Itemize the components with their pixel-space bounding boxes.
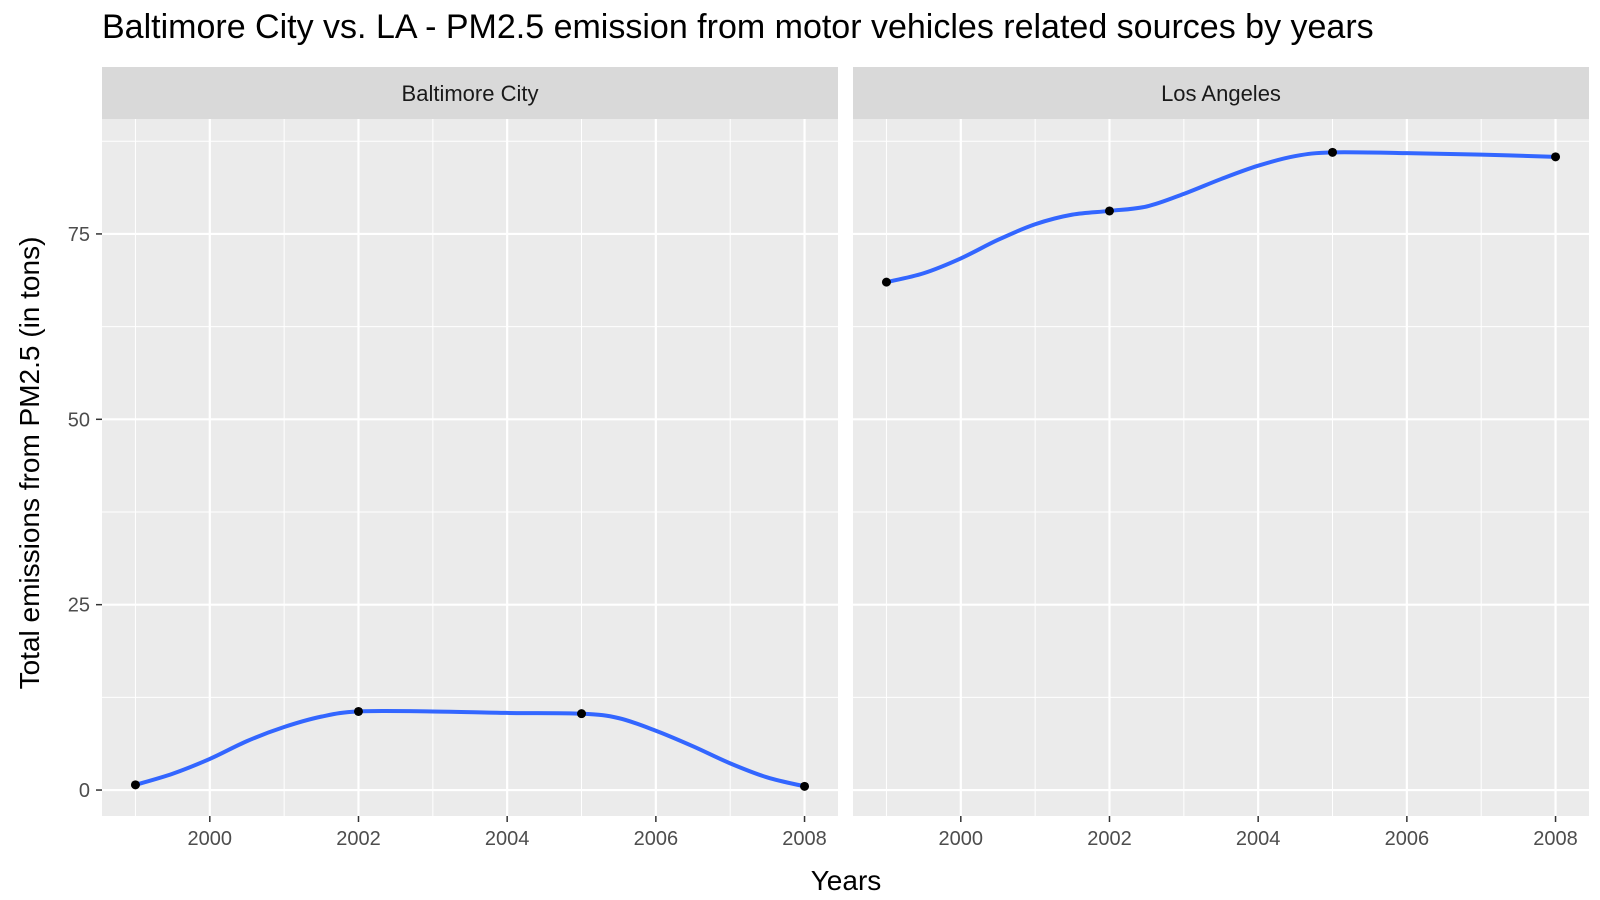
- y-tick-label: 0: [79, 780, 90, 802]
- facet-panels: Baltimore City 2000 2002 2004 2006 2008 0 25 50 7…: [68, 67, 1589, 850]
- y-tick-label: 75: [68, 224, 90, 246]
- panel-background: [102, 119, 838, 816]
- x-tick-label: 2002: [1087, 828, 1132, 850]
- x-tick-label: 2006: [634, 828, 679, 850]
- facet-baltimore-city: Baltimore City 2000 2002 2004 2006 2008 0 25 50 7…: [68, 67, 838, 850]
- data-point: [577, 709, 587, 719]
- facet-strip-label: Baltimore City: [402, 81, 539, 106]
- data-point: [353, 706, 363, 716]
- x-tick-label: 2000: [188, 828, 233, 850]
- y-axis-title: Total emissions from PM2.5 (in tons): [14, 237, 45, 690]
- data-point: [1551, 152, 1561, 162]
- x-tick-label: 2004: [485, 828, 530, 850]
- x-tick-label: 2006: [1385, 828, 1430, 850]
- facet-strip-label: Los Angeles: [1161, 81, 1281, 106]
- facet-strip: [102, 67, 838, 119]
- data-point: [1328, 147, 1338, 157]
- y-tick-label: 50: [68, 409, 90, 431]
- data-point: [130, 780, 140, 790]
- x-tick-label: 2008: [1533, 828, 1578, 850]
- facet-los-angeles: Los Angeles 2000 2002 2004 2006 2008: [853, 67, 1589, 850]
- x-tick-label: 2004: [1236, 828, 1281, 850]
- y-tick-label: 25: [68, 595, 90, 617]
- x-tick-label: 2002: [336, 828, 381, 850]
- chart-title: Baltimore City vs. LA - PM2.5 emission f…: [102, 8, 1374, 46]
- panel-background: [853, 119, 1589, 816]
- smooth-line: [133, 709, 807, 789]
- x-tick-label: 2008: [782, 828, 827, 850]
- smooth-line: [884, 150, 1558, 285]
- x-tick-label: 2000: [939, 828, 984, 850]
- facet-strip: [853, 67, 1589, 119]
- data-point: [1104, 206, 1114, 216]
- data-point: [881, 277, 891, 287]
- x-axis-title: Years: [811, 865, 882, 896]
- data-point: [800, 781, 810, 791]
